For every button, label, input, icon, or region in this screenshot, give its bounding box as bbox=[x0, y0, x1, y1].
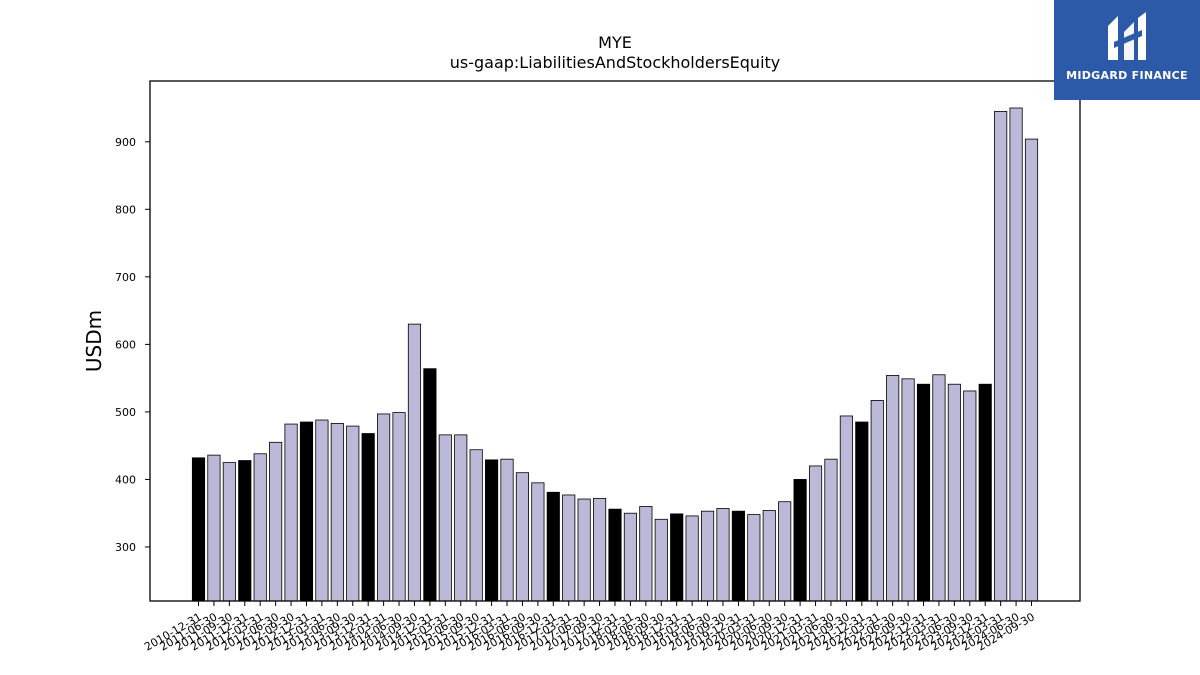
y-tick-label: 900 bbox=[115, 136, 136, 149]
bar-2014-12-31 bbox=[423, 368, 437, 602]
plot-frame bbox=[149, 80, 1081, 602]
bar-2018-12-31 bbox=[670, 513, 684, 602]
y-tick-label: 700 bbox=[115, 271, 136, 284]
bar-2017-09-30 bbox=[593, 497, 607, 602]
bar-2023-03-31 bbox=[932, 374, 946, 602]
bar-2019-09-30 bbox=[716, 508, 730, 602]
bar-2023-09-30 bbox=[963, 390, 977, 602]
y-axis: 300 400 500 600 700 800 900 bbox=[115, 136, 150, 554]
bar-2016-12-31 bbox=[546, 491, 560, 602]
bar-2023-06-30 bbox=[947, 383, 961, 602]
bar-2023-12-31 bbox=[978, 383, 992, 602]
bar-2017-06-30 bbox=[577, 498, 591, 602]
bar-2022-12-31 bbox=[916, 383, 931, 602]
bar-2013-09-30 bbox=[346, 425, 360, 602]
bar-2021-03-31 bbox=[808, 465, 823, 602]
midgard-logo-icon bbox=[1108, 12, 1146, 60]
bar-2020-06-30 bbox=[762, 510, 776, 602]
y-tick-label: 300 bbox=[115, 541, 136, 554]
bar-2022-09-30 bbox=[901, 378, 915, 602]
company-logo: MIDGARD FINANCE bbox=[1054, 0, 1200, 100]
y-tick-label: 400 bbox=[115, 473, 136, 486]
bar-2018-03-31 bbox=[623, 512, 638, 602]
y-tick-label: 600 bbox=[115, 338, 136, 351]
bar-2013-03-31 bbox=[315, 419, 329, 602]
bar-2020-03-31 bbox=[747, 514, 761, 602]
bar-2014-06-30 bbox=[392, 412, 406, 602]
bar-2011-09-30 bbox=[222, 462, 236, 602]
bar-2015-03-31 bbox=[438, 434, 452, 602]
bar-2014-09-30 bbox=[407, 323, 422, 602]
bar-2017-12-31 bbox=[608, 508, 622, 602]
bar-2012-09-30 bbox=[284, 423, 298, 602]
bars-group bbox=[191, 107, 1039, 602]
bar-2020-09-30 bbox=[778, 501, 792, 602]
y-axis-label: USDm bbox=[82, 310, 106, 372]
bar-2018-09-30 bbox=[654, 518, 668, 602]
bar-2013-06-30 bbox=[330, 422, 344, 602]
bar-2021-12-31 bbox=[855, 421, 869, 602]
bar-2012-03-31 bbox=[253, 453, 267, 602]
bar-2024-09-30 bbox=[1024, 138, 1039, 602]
bar-2013-12-31 bbox=[361, 433, 375, 602]
chart-title: MYE bbox=[598, 33, 632, 52]
bar-2012-06-30 bbox=[269, 441, 283, 602]
bar-2016-03-31 bbox=[500, 458, 514, 602]
chart-subtitle: us-gaap:LiabilitiesAndStockholdersEquity bbox=[450, 53, 781, 72]
bar-2019-12-31 bbox=[731, 510, 745, 602]
bar-2012-12-31 bbox=[299, 421, 314, 602]
bar-2019-03-31 bbox=[685, 515, 699, 602]
bar-2024-06-30 bbox=[1009, 107, 1023, 602]
bar-2022-06-30 bbox=[886, 375, 900, 602]
x-axis: 2010-12-312011-06-302011-09-302011-12-31… bbox=[142, 601, 1037, 654]
bar-2022-03-31 bbox=[870, 400, 884, 602]
bar-2014-03-31 bbox=[377, 413, 391, 602]
bar-2020-12-31 bbox=[793, 479, 807, 602]
bar-2015-06-30 bbox=[454, 434, 468, 602]
bar-2011-12-31 bbox=[238, 460, 252, 602]
y-tick-label: 800 bbox=[115, 203, 136, 216]
bar-2015-12-31 bbox=[485, 459, 499, 602]
y-tick-label: 500 bbox=[115, 406, 136, 419]
bar-2021-09-30 bbox=[839, 415, 853, 602]
bar-2010-12-31 bbox=[191, 457, 206, 602]
bar-2018-06-30 bbox=[639, 506, 653, 602]
logo-text: MIDGARD FINANCE bbox=[1066, 69, 1188, 82]
bar-2021-06-30 bbox=[824, 458, 838, 602]
bar-2011-06-30 bbox=[207, 454, 221, 602]
bar-2015-09-30 bbox=[469, 449, 483, 602]
bar-2017-03-31 bbox=[562, 494, 576, 602]
bar-2019-06-30 bbox=[700, 510, 715, 602]
bar-2024-03-31 bbox=[994, 110, 1008, 602]
bar-2016-09-30 bbox=[531, 482, 545, 602]
bar-2016-06-30 bbox=[515, 472, 530, 602]
